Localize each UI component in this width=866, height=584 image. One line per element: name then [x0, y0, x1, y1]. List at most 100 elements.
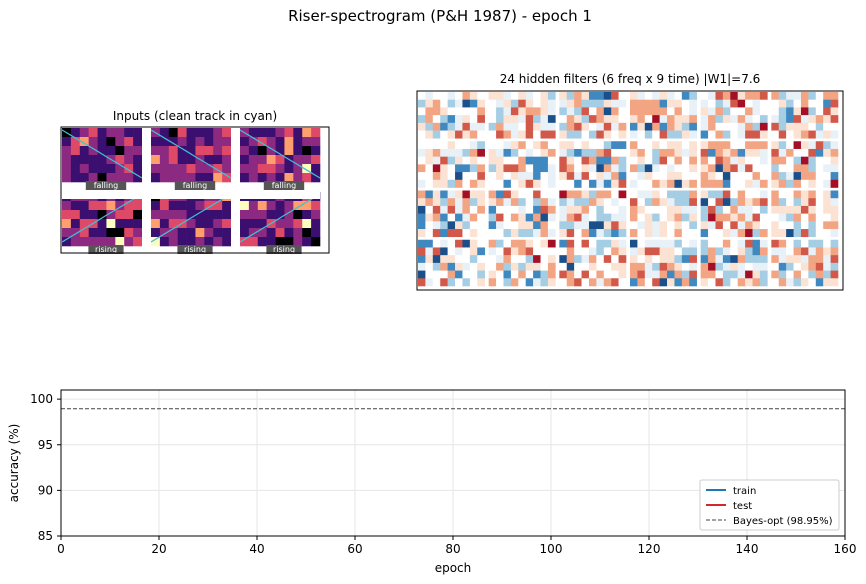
input-cell [88, 173, 98, 183]
filter-cell [715, 221, 724, 230]
filter-cell [745, 156, 753, 165]
y-tick-label: 100 [30, 392, 53, 406]
filter-cell [462, 190, 471, 199]
filter-cell [566, 213, 575, 222]
panel-label-bg [177, 245, 213, 254]
filter-cell [689, 179, 697, 188]
input-cell [124, 146, 134, 156]
filter-cell [674, 247, 683, 256]
input-cell [275, 137, 285, 147]
input-cell [275, 146, 285, 156]
filters-heatmap [418, 92, 839, 287]
filter-cell [488, 148, 497, 157]
filter-cell [518, 278, 527, 287]
filter-cell [510, 247, 519, 256]
filter-cell [815, 156, 824, 165]
filter-cell [759, 141, 768, 150]
input-cell [79, 137, 89, 147]
filter-cell [510, 141, 519, 150]
filter-cell [722, 221, 731, 230]
filter-cell [611, 247, 619, 256]
filter-cell [700, 156, 709, 165]
filter-cell [581, 198, 590, 207]
filter-cell [588, 122, 597, 131]
input-cell [257, 173, 267, 183]
filter-cell [547, 198, 556, 207]
filter-cell [440, 156, 448, 165]
filter-cell [496, 156, 504, 165]
filter-cell [510, 172, 519, 181]
filter-cell [503, 107, 512, 116]
input-cell [133, 237, 143, 247]
filter-cell [540, 262, 549, 271]
filter-cell [440, 141, 448, 150]
input-cell [124, 228, 134, 238]
filter-cell [722, 179, 731, 188]
clean-track [150, 129, 232, 179]
input-cell [222, 228, 232, 238]
filter-cell [652, 229, 660, 238]
input-cell [195, 128, 205, 138]
filter-cell [418, 156, 426, 165]
filter-cell [708, 239, 716, 248]
filter-cell [510, 190, 519, 199]
filter-cell [455, 278, 463, 287]
filter-cell [447, 164, 456, 173]
hidden-filter [771, 239, 839, 287]
filter-cell [566, 247, 575, 256]
input-cell [266, 173, 276, 183]
filter-cell [808, 99, 817, 108]
filter-cell [644, 107, 653, 116]
input-cell [240, 146, 250, 156]
filter-cell [800, 213, 809, 222]
filter-cell [503, 262, 512, 271]
filter-cell [518, 141, 527, 150]
filter-cell [830, 156, 839, 165]
filter-cell [659, 164, 668, 173]
input-cell [62, 228, 72, 238]
input-cell [124, 137, 134, 147]
input-cell [151, 210, 161, 220]
input-cell [133, 146, 143, 156]
x-tick-label: 40 [249, 542, 264, 556]
filter-cell [637, 205, 646, 214]
input-cell [97, 146, 107, 156]
filter-cell [771, 122, 780, 131]
filter-cell [462, 221, 471, 230]
input-cell [204, 173, 214, 183]
input-cell [213, 219, 223, 229]
filter-cell [700, 190, 709, 199]
filter-cell [815, 198, 824, 207]
filter-cell [778, 107, 787, 116]
input-cell [195, 164, 205, 174]
input-cell [222, 210, 232, 220]
filter-cell [559, 270, 568, 279]
filter-cell [730, 198, 739, 207]
filter-cell [745, 278, 753, 287]
input-cell [115, 219, 125, 229]
filter-cell [823, 270, 831, 279]
filter-cell [823, 213, 831, 222]
input-cell [222, 173, 232, 183]
input-cell [213, 137, 223, 147]
input-cell [159, 210, 170, 220]
filter-cell [752, 99, 761, 108]
filter-cell [752, 122, 761, 131]
filter-cell [455, 198, 463, 207]
filter-cell [525, 92, 534, 101]
filter-cell [771, 130, 780, 139]
filter-cell [745, 164, 753, 173]
filter-cell [510, 122, 519, 131]
input-cell [115, 201, 125, 211]
filter-cell [830, 92, 839, 101]
filter-cell [425, 278, 434, 287]
filter-cell [533, 190, 541, 199]
filter-cell [447, 205, 456, 214]
panel-label: falling [94, 181, 119, 190]
filter-cell [525, 156, 534, 165]
filter-cell [778, 221, 787, 230]
filter-cell [547, 229, 556, 238]
filter-cell [566, 99, 575, 108]
filter-cell [503, 229, 512, 238]
filter-cell [547, 221, 556, 230]
